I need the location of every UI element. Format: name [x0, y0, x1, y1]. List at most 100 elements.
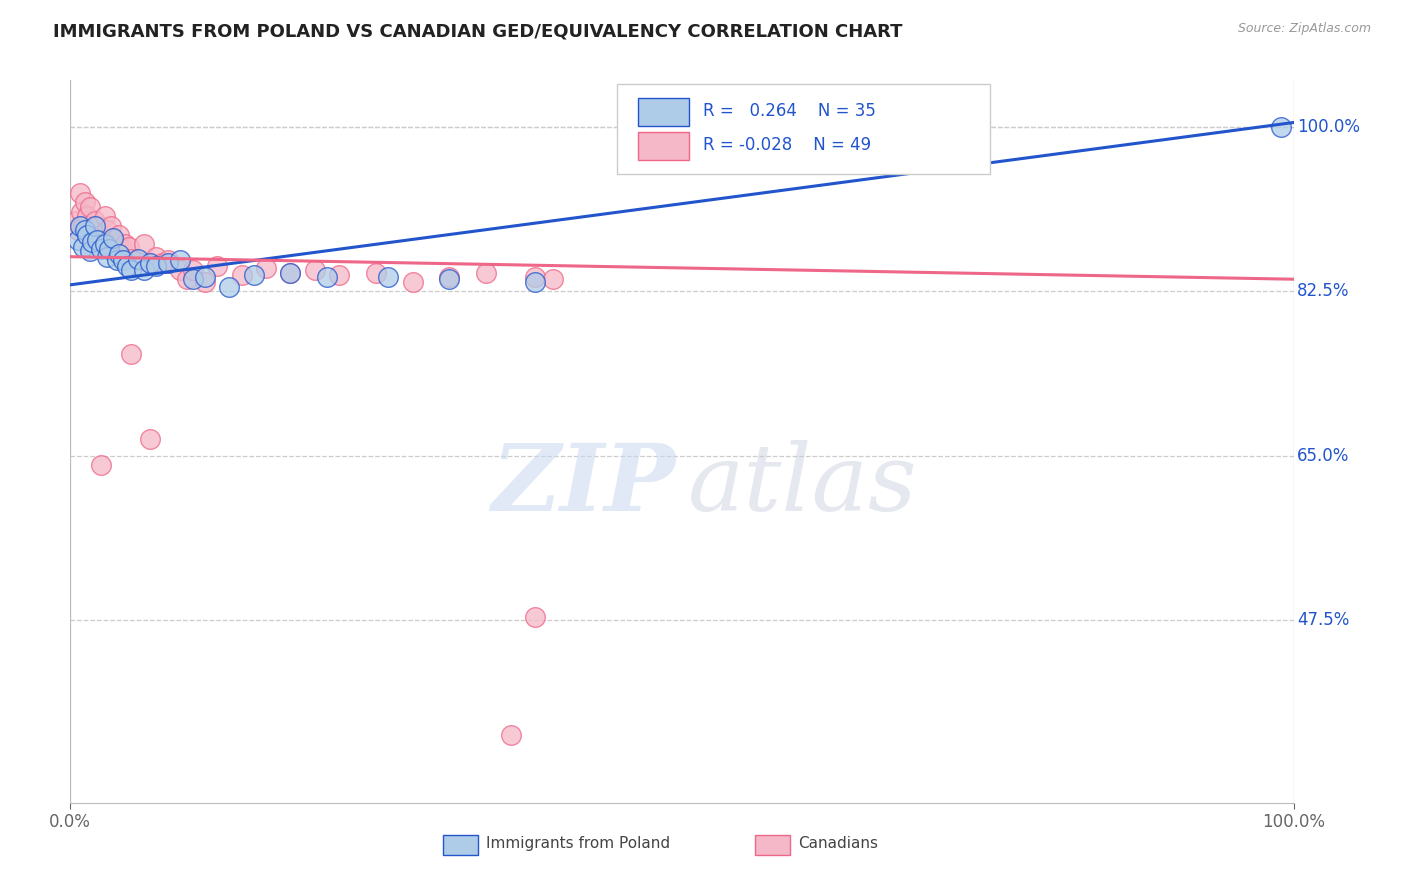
Point — [76, 210, 98, 224]
Point — [108, 228, 131, 243]
Point — [121, 347, 143, 361]
Point — [254, 260, 277, 275]
Point — [205, 259, 228, 273]
Text: 100.0%: 100.0% — [1298, 119, 1360, 136]
Point — [101, 231, 124, 245]
Point — [145, 259, 167, 273]
Point — [127, 252, 149, 266]
Point — [103, 233, 125, 247]
Point — [86, 233, 108, 247]
Point — [139, 432, 162, 446]
Point — [499, 728, 522, 742]
Point — [145, 250, 167, 264]
Point — [524, 610, 547, 624]
Text: 47.5%: 47.5% — [1298, 611, 1350, 629]
Point — [82, 235, 104, 249]
Point — [105, 237, 128, 252]
Text: Canadians: Canadians — [799, 837, 879, 852]
Text: Source: ZipAtlas.com: Source: ZipAtlas.com — [1237, 22, 1371, 36]
Bar — [755, 835, 790, 855]
Point — [79, 244, 101, 258]
Point — [69, 219, 91, 233]
Point — [176, 272, 198, 286]
Point — [72, 219, 94, 233]
Point — [127, 253, 149, 268]
Point — [90, 242, 112, 256]
Point — [181, 272, 204, 286]
Point — [243, 268, 266, 283]
Text: R = -0.028    N = 49: R = -0.028 N = 49 — [703, 136, 870, 154]
Point — [114, 237, 136, 252]
Point — [108, 247, 131, 261]
Point — [96, 223, 118, 237]
Point — [439, 272, 461, 286]
Point — [169, 253, 191, 268]
Point — [157, 256, 180, 270]
Text: ZIP: ZIP — [492, 440, 676, 530]
Text: 82.5%: 82.5% — [1298, 283, 1350, 301]
Point — [169, 262, 191, 277]
Point — [100, 219, 122, 233]
Text: IMMIGRANTS FROM POLAND VS CANADIAN GED/EQUIVALENCY CORRELATION CHART: IMMIGRANTS FROM POLAND VS CANADIAN GED/E… — [53, 22, 903, 40]
Point — [79, 200, 101, 214]
Point — [316, 270, 339, 285]
Point — [280, 266, 302, 280]
Point — [118, 240, 141, 254]
Bar — [638, 98, 689, 126]
Point — [93, 237, 115, 252]
Point — [65, 214, 87, 228]
Text: R =   0.264    N = 35: R = 0.264 N = 35 — [703, 103, 876, 120]
Point — [377, 270, 399, 285]
Point — [73, 195, 96, 210]
Point — [280, 266, 302, 280]
FancyBboxPatch shape — [617, 84, 990, 174]
Point — [115, 259, 138, 273]
Point — [1270, 120, 1292, 135]
Point — [194, 270, 217, 285]
Point — [328, 268, 350, 283]
Point — [475, 266, 498, 280]
Point — [231, 268, 253, 283]
Point — [70, 204, 93, 219]
Point — [105, 253, 128, 268]
Point — [181, 262, 204, 277]
Point — [121, 262, 143, 277]
Point — [66, 223, 89, 237]
Point — [98, 242, 121, 256]
Point — [439, 270, 461, 285]
Point — [304, 262, 326, 277]
Text: 65.0%: 65.0% — [1298, 447, 1350, 465]
Point — [90, 228, 112, 243]
Point — [150, 256, 173, 270]
Point — [139, 256, 162, 270]
Point — [524, 275, 547, 289]
Point — [139, 256, 162, 270]
Point — [524, 270, 547, 285]
Point — [66, 233, 89, 247]
Point — [93, 210, 115, 224]
Point — [194, 275, 217, 289]
Point — [121, 252, 143, 266]
Point — [157, 253, 180, 268]
Point — [82, 221, 104, 235]
Point — [76, 228, 98, 243]
Point — [86, 219, 108, 233]
Point — [218, 279, 240, 293]
Point — [96, 250, 118, 264]
Point — [72, 240, 94, 254]
Bar — [443, 835, 478, 855]
Text: atlas: atlas — [688, 440, 918, 530]
Point — [111, 242, 134, 256]
Point — [132, 237, 155, 252]
Point — [543, 272, 565, 286]
Point — [402, 275, 425, 289]
Point — [83, 214, 105, 228]
Point — [73, 223, 96, 237]
Point — [366, 266, 388, 280]
Point — [90, 458, 112, 472]
Bar — [638, 132, 689, 160]
Point — [111, 253, 134, 268]
Point — [83, 219, 105, 233]
Text: Immigrants from Poland: Immigrants from Poland — [486, 837, 671, 852]
Point — [69, 186, 91, 200]
